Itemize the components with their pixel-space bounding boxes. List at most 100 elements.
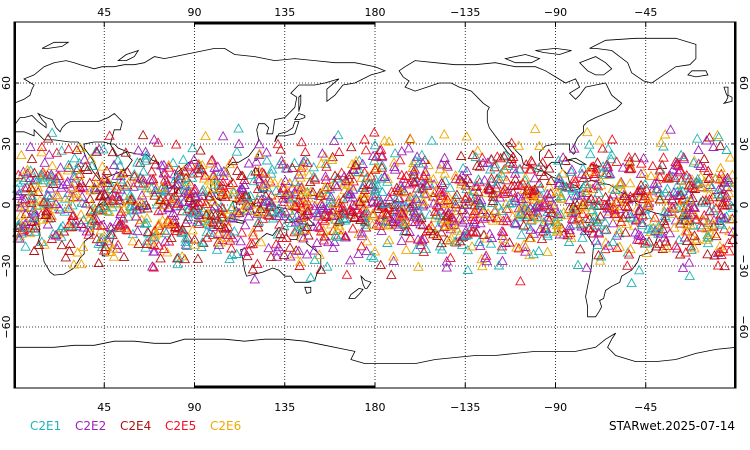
occultation-marker bbox=[108, 159, 120, 170]
occultation-marker bbox=[16, 149, 27, 160]
occultation-marker bbox=[378, 171, 390, 182]
occultation-marker bbox=[144, 174, 156, 184]
occultation-marker bbox=[217, 130, 229, 141]
occultation-marker bbox=[220, 223, 231, 233]
occultation-marker bbox=[154, 224, 165, 234]
occultation-marker bbox=[370, 183, 381, 194]
occultation-marker bbox=[203, 175, 215, 185]
occultation-marker bbox=[85, 206, 96, 216]
coastline-japan bbox=[274, 121, 300, 143]
occultation-marker bbox=[722, 177, 734, 187]
occultation-marker bbox=[43, 149, 55, 159]
occultation-marker bbox=[645, 170, 657, 180]
occultation-marker bbox=[296, 136, 307, 147]
occultation-marker bbox=[638, 167, 650, 178]
occultation-marker bbox=[693, 144, 704, 155]
occultation-marker bbox=[14, 233, 25, 243]
occultation-marker bbox=[228, 184, 239, 195]
occultation-marker bbox=[19, 182, 31, 193]
occultation-marker bbox=[171, 198, 183, 208]
occultation-marker bbox=[56, 145, 67, 155]
bottom-tick-label: 180 bbox=[365, 401, 386, 414]
occultation-marker bbox=[393, 193, 405, 204]
occultation-marker bbox=[90, 178, 102, 188]
occultation-marker bbox=[600, 243, 611, 254]
occultation-marker bbox=[534, 182, 546, 193]
occultation-marker bbox=[104, 246, 116, 256]
occultation-marker bbox=[367, 191, 379, 201]
occultation-marker bbox=[73, 170, 85, 180]
occultation-marker bbox=[411, 193, 422, 204]
coastline-iceland bbox=[687, 70, 709, 78]
occultation-marker bbox=[493, 260, 505, 270]
occultation-marker bbox=[714, 240, 726, 251]
occultation-marker bbox=[501, 203, 512, 213]
occultation-marker bbox=[346, 141, 357, 152]
occultation-marker bbox=[606, 134, 618, 144]
occultation-marker bbox=[370, 174, 381, 184]
occultation-marker bbox=[502, 215, 513, 226]
occultation-marker bbox=[263, 196, 274, 207]
left-tick-label: 30 bbox=[0, 137, 13, 151]
occultation-marker bbox=[421, 180, 433, 191]
occultation-marker bbox=[712, 260, 724, 270]
occultation-marker bbox=[217, 186, 228, 197]
occultation-marker bbox=[578, 172, 589, 182]
occultation-marker bbox=[703, 173, 714, 183]
occultation-marker bbox=[624, 177, 636, 188]
occultation-marker bbox=[577, 163, 589, 173]
occultation-marker bbox=[367, 219, 378, 229]
occultation-marker bbox=[331, 231, 343, 241]
occultation-marker bbox=[399, 210, 410, 221]
occultation-marker bbox=[361, 172, 372, 183]
occultation-marker bbox=[207, 216, 219, 226]
occultation-marker bbox=[32, 182, 44, 192]
occultation-marker bbox=[648, 215, 659, 226]
occultation-marker bbox=[339, 177, 350, 188]
occultation-marker bbox=[497, 226, 509, 237]
occultation-marker bbox=[658, 215, 670, 225]
occultation-marker bbox=[383, 191, 394, 202]
coastline-arctic-canada-1 bbox=[504, 54, 541, 64]
occultation-marker bbox=[361, 208, 372, 218]
occultation-marker bbox=[115, 174, 127, 184]
occultation-marker bbox=[511, 242, 522, 252]
occultation-marker bbox=[215, 237, 226, 247]
occultation-marker bbox=[418, 170, 430, 181]
occultation-marker bbox=[225, 229, 236, 239]
coastline-svalbard bbox=[41, 41, 70, 49]
occultation-marker bbox=[325, 193, 336, 204]
occultation-marker bbox=[722, 199, 733, 209]
occultation-marker bbox=[193, 216, 205, 226]
occultation-marker bbox=[309, 254, 321, 265]
occultation-marker bbox=[714, 217, 725, 228]
right-tick-label: 30 bbox=[737, 137, 750, 151]
occultation-marker bbox=[330, 229, 341, 240]
occultation-marker bbox=[126, 191, 137, 201]
right-tick-label: 0 bbox=[737, 202, 750, 209]
occultation-marker bbox=[135, 172, 146, 183]
occultation-marker bbox=[587, 222, 599, 232]
occultation-marker bbox=[312, 220, 324, 231]
occultation-marker bbox=[651, 183, 662, 193]
occultation-marker bbox=[261, 146, 272, 157]
occultation-marker bbox=[63, 203, 74, 213]
occultation-marker bbox=[429, 206, 441, 216]
occultation-marker bbox=[601, 158, 613, 169]
occultation-marker bbox=[398, 226, 410, 236]
occultation-marker bbox=[204, 227, 216, 238]
occultation-marker bbox=[220, 191, 231, 202]
occultation-marker bbox=[516, 193, 527, 203]
occultation-marker bbox=[25, 182, 37, 192]
occultation-marker bbox=[549, 209, 560, 219]
occultation-marker bbox=[138, 166, 149, 176]
occultation-marker bbox=[381, 209, 393, 219]
occultation-marker bbox=[235, 235, 246, 246]
occultation-marker bbox=[329, 170, 341, 180]
occultation-marker bbox=[438, 187, 449, 197]
occultation-marker bbox=[251, 197, 263, 207]
occultation-marker bbox=[487, 187, 499, 198]
occultation-marker bbox=[163, 191, 174, 202]
occultation-marker bbox=[187, 168, 199, 178]
occultation-marker bbox=[166, 193, 178, 203]
